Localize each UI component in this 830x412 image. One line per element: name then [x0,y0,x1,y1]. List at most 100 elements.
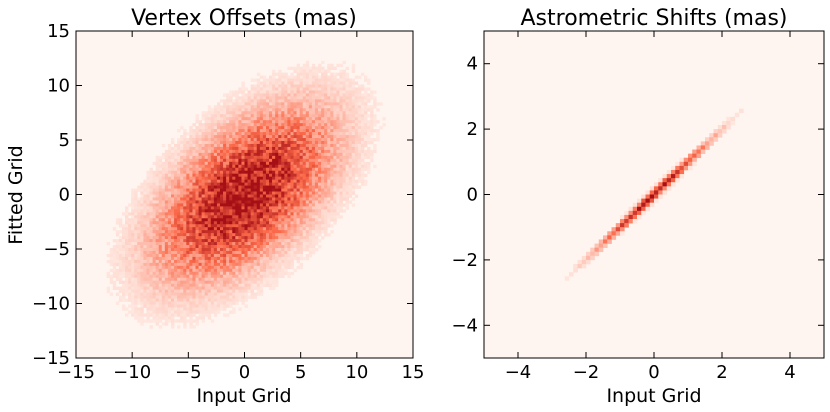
heatmap-cell [174,236,178,240]
heatmap-cell [204,230,209,234]
heatmap-cell [265,140,270,145]
heatmap-cell [238,262,242,267]
heatmap-cell [299,149,304,154]
heatmap-cell [281,218,285,222]
heatmap-cell [336,143,340,148]
heatmap-cell [357,146,362,151]
heatmap-cell [232,242,236,246]
heatmap-cell [269,170,273,175]
heatmap-cell [131,286,135,290]
heatmap-cell [311,188,316,192]
heatmap-cell [192,227,196,231]
heatmap-cell [207,242,212,246]
heatmap-cell [247,161,251,166]
heatmap-cell [207,250,212,255]
heatmap-cell [265,265,270,270]
heatmap-cell [167,143,172,148]
heatmap-cell [259,138,264,142]
heatmap-cell [210,143,215,148]
heatmap-cell [152,221,156,225]
heatmap-cell [189,319,193,323]
heatmap-cell [327,126,331,130]
heatmap-cell [238,245,242,249]
heatmap-cell [253,239,258,243]
heatmap-cell [290,102,294,106]
heatmap-cell [363,90,368,94]
heatmap-cell [314,108,319,112]
heatmap-cell [262,114,267,118]
heatmap-cell [373,102,377,106]
heatmap-cell [278,227,282,231]
heatmap-cell [152,319,156,323]
heatmap-cell [339,111,343,115]
heatmap-cell [106,271,111,276]
heatmap-cell [204,114,209,118]
heatmap-cell [308,230,313,234]
heatmap-cell [281,262,285,267]
heatmap-cell [324,69,328,73]
heatmap-cell [253,108,258,112]
heatmap-cell [134,203,138,207]
heatmap-cell [204,248,209,252]
heatmap-cell [192,161,196,166]
heatmap-cell [339,90,343,94]
heatmap-cell [278,182,282,186]
heatmap-cell [125,248,129,252]
heatmap-cell [290,81,294,85]
heatmap-cell [342,135,346,139]
heatmap-cell [314,239,319,243]
heatmap-cell [177,313,181,317]
heatmap-cell [321,123,325,127]
heatmap-cell [321,155,325,160]
heatmap-cell [223,295,227,299]
heatmap-cell [321,78,325,82]
heatmap-cell [204,224,209,228]
heatmap-cell [265,87,270,91]
heatmap-cell [275,90,279,94]
heatmap-cell [241,262,245,267]
heatmap-cell [232,114,236,118]
heatmap-cell [152,209,156,213]
heatmap-cell [170,185,175,189]
heatmap-cell [256,114,261,118]
heatmap-cell [247,239,251,243]
heatmap-cell [308,158,313,163]
heatmap-cell [235,203,239,207]
heatmap-cell [180,152,184,157]
heatmap-cell [284,253,288,258]
heatmap-cell [174,149,178,154]
heatmap-cell [201,143,206,148]
heatmap-cell [115,274,120,279]
heatmap-cell [210,262,215,267]
heatmap-cell [275,283,279,287]
heatmap-cell [207,203,212,207]
heatmap-cell [290,167,294,172]
heatmap-cell [327,93,331,97]
heatmap-cell [207,161,212,166]
heatmap-cell [293,108,297,112]
heatmap-cell [164,248,169,252]
heatmap-cell [109,253,114,258]
heatmap-cell [204,117,209,121]
heatmap-cell [373,117,377,121]
heatmap-cell [170,271,175,276]
heatmap-cell [360,182,365,186]
heatmap-cell [345,158,350,163]
heatmap-cell [207,245,212,249]
heatmap-cell [223,161,227,166]
heatmap-cell [318,227,322,231]
heatmap-cell [253,259,258,264]
heatmap-cell [253,167,258,172]
heatmap-cell [259,188,264,192]
heatmap-cell [204,286,209,290]
heatmap-cell [134,230,138,234]
heatmap-cell [183,292,187,296]
heatmap-cell [287,117,291,121]
heatmap-cell [284,185,288,189]
heatmap-cell [308,152,313,157]
heatmap-cell [275,280,279,285]
heatmap-cell [281,271,285,276]
heatmap-cell [170,149,175,154]
heatmap-cell [134,242,138,246]
heatmap-cell [219,99,224,103]
